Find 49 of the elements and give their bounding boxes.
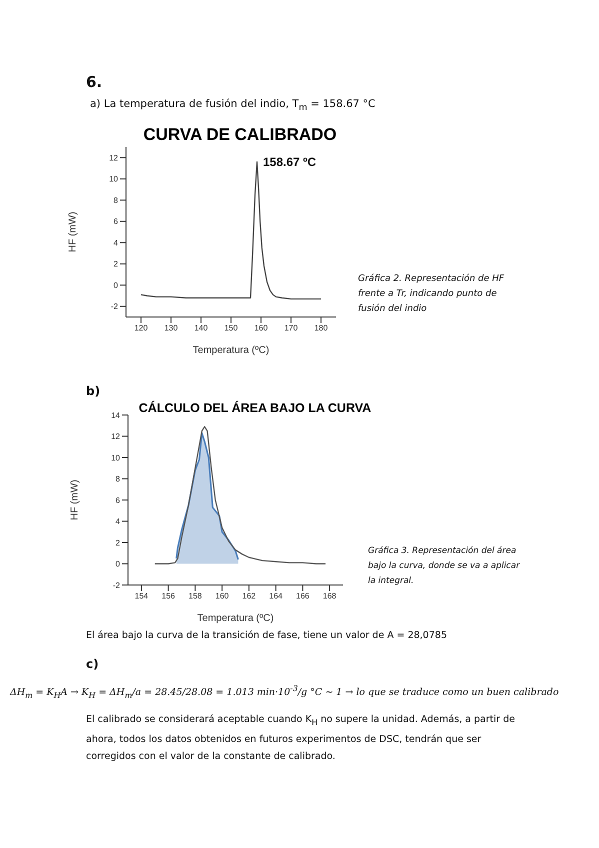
text: El área bajo la curva de la transición de fase, tiene un valor de A = 28,0785 bbox=[86, 630, 447, 641]
text: b) bbox=[86, 384, 100, 398]
x-tick-label: 160 bbox=[215, 592, 230, 601]
y-tick-label: 4 bbox=[114, 238, 119, 248]
x-axis-title: Temperatura (ºC) bbox=[197, 613, 274, 624]
x-tick-label: 180 bbox=[314, 324, 328, 333]
y-tick-label: -2 bbox=[110, 302, 119, 312]
y-tick-label: 0 bbox=[114, 280, 119, 290]
text: ΔH$_{m}$ = K$_{H}$A → K$_{H}$ = ΔH$_{m}$/a = 28.45/28.08 = 1.013 min·10$^{-3}$/g °C ~ 1 → lo que se traduce como un buen calibrado bbox=[10, 684, 559, 700]
y-tick-label: 10 bbox=[111, 453, 121, 462]
x-tick-label: 154 bbox=[134, 592, 149, 601]
x-tick-label: 156 bbox=[162, 592, 176, 601]
text: El calibrado se considerará aceptable cuando K$_{H}$ no supere la unidad. Además, a partir de ahora, todos los datos obtenidos en futuros experimentos de DSC, tendrán que ser corregidos con el valor de la constante de calibrado. bbox=[86, 713, 516, 764]
text: Gráfica 2. Representación de HF frente a Tr, indicando punto de fusión del indio bbox=[358, 272, 506, 316]
text: a) La temperatura de fusión del indio, T$_{m}$ = 158.67 °C bbox=[90, 98, 376, 114]
annotation: 158.67 ºC bbox=[263, 155, 316, 170]
y-tick-label: 12 bbox=[111, 432, 121, 442]
text: Gráfica 3. Representación del área bajo la curva, donde se va a aplicar la integral. bbox=[368, 545, 521, 588]
x-tick-label: 120 bbox=[134, 324, 148, 333]
chart-title: CURVA DE CALIBRADO bbox=[142, 125, 338, 145]
y-tick-label: 2 bbox=[114, 260, 119, 269]
x-tick-label: 170 bbox=[284, 324, 298, 333]
y-axis-title: HF (mW) bbox=[68, 212, 79, 252]
y-tick-label: 8 bbox=[114, 196, 119, 205]
x-tick-label: 160 bbox=[254, 324, 268, 333]
text: c) bbox=[86, 657, 99, 671]
y-axis-title: HF (mW) bbox=[70, 480, 81, 520]
y-tick-label: 6 bbox=[116, 496, 121, 505]
y-tick-label: 6 bbox=[114, 217, 119, 226]
chart-title: CÁLCULO DEL ÁREA BAJO LA CURVA bbox=[138, 401, 372, 415]
y-tick-label: 4 bbox=[116, 517, 121, 526]
y-tick-label: -2 bbox=[112, 580, 121, 590]
x-tick-label: 130 bbox=[164, 324, 178, 333]
y-tick-label: 2 bbox=[116, 538, 121, 548]
x-tick-label: 140 bbox=[194, 324, 208, 333]
y-tick-label: 10 bbox=[109, 174, 119, 184]
y-tick-label: 0 bbox=[116, 560, 121, 569]
y-tick-label: 14 bbox=[111, 410, 121, 420]
line-series bbox=[154, 426, 326, 564]
x-tick-label: 164 bbox=[269, 592, 284, 601]
text: 6. bbox=[86, 73, 102, 91]
x-tick-label: 162 bbox=[242, 592, 256, 601]
x-tick-label: 168 bbox=[322, 592, 337, 601]
x-axis-title: Temperatura (ºC) bbox=[192, 345, 270, 356]
y-tick-label: 8 bbox=[116, 474, 121, 484]
x-tick-label: 158 bbox=[188, 592, 202, 601]
y-tick-label: 12 bbox=[109, 153, 119, 162]
x-tick-label: 166 bbox=[296, 592, 310, 601]
x-tick-label: 150 bbox=[224, 324, 238, 333]
